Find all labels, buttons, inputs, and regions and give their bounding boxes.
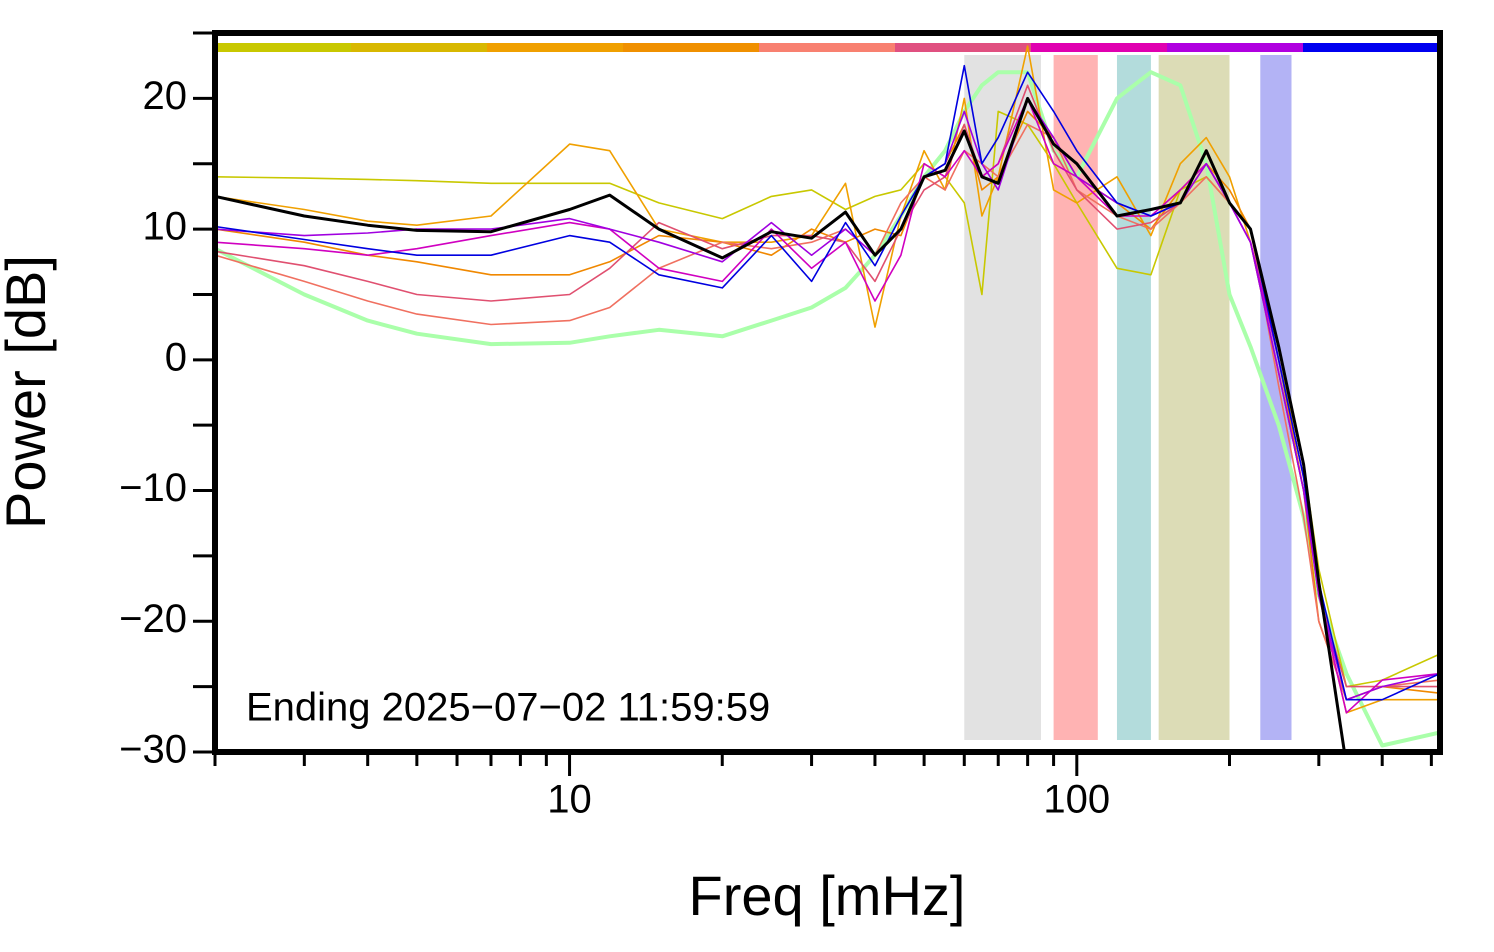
- series-line: [215, 97, 1440, 714]
- y-axis-label: Power [dB]: [0, 255, 57, 529]
- strip-segment: [895, 43, 1032, 52]
- band: [1158, 55, 1230, 740]
- y-tick-label: 0: [165, 335, 187, 379]
- series-line: [215, 97, 1440, 701]
- y-tick-label: −20: [119, 597, 187, 641]
- series-line: [215, 96, 1346, 752]
- strip-segment: [351, 43, 488, 52]
- bands: [964, 55, 1292, 740]
- strip-segment: [623, 43, 760, 52]
- band: [1116, 55, 1151, 740]
- series-line: [215, 45, 1440, 714]
- color-strip: [215, 43, 1440, 52]
- series-line: [215, 70, 1440, 748]
- strip-segment: [1303, 43, 1440, 52]
- series-line: [215, 110, 1440, 688]
- strip-segment: [215, 43, 352, 52]
- annotation: Ending 2025−07−02 11:59:59: [246, 686, 770, 730]
- y-tick-label: −10: [119, 466, 187, 510]
- x-tick-label: 10: [547, 778, 592, 822]
- strip-segment: [759, 43, 896, 52]
- strip-segment: [1167, 43, 1304, 52]
- axes: −30 −20 −10 0 10 20 10 100: [119, 31, 1433, 822]
- strip-segment: [487, 43, 624, 52]
- series-line: [215, 84, 1440, 688]
- series-line: [215, 64, 1440, 701]
- x-axis-label: Freq [mHz]: [689, 864, 966, 927]
- x-tick-label: 100: [1043, 778, 1110, 822]
- y-tick-label: 20: [143, 74, 188, 118]
- y-tick-label: −30: [119, 728, 187, 772]
- lines: [215, 45, 1440, 752]
- strip-segment: [1031, 43, 1168, 52]
- y-tick-label: 10: [143, 205, 188, 249]
- plot-frame: [212, 30, 1443, 755]
